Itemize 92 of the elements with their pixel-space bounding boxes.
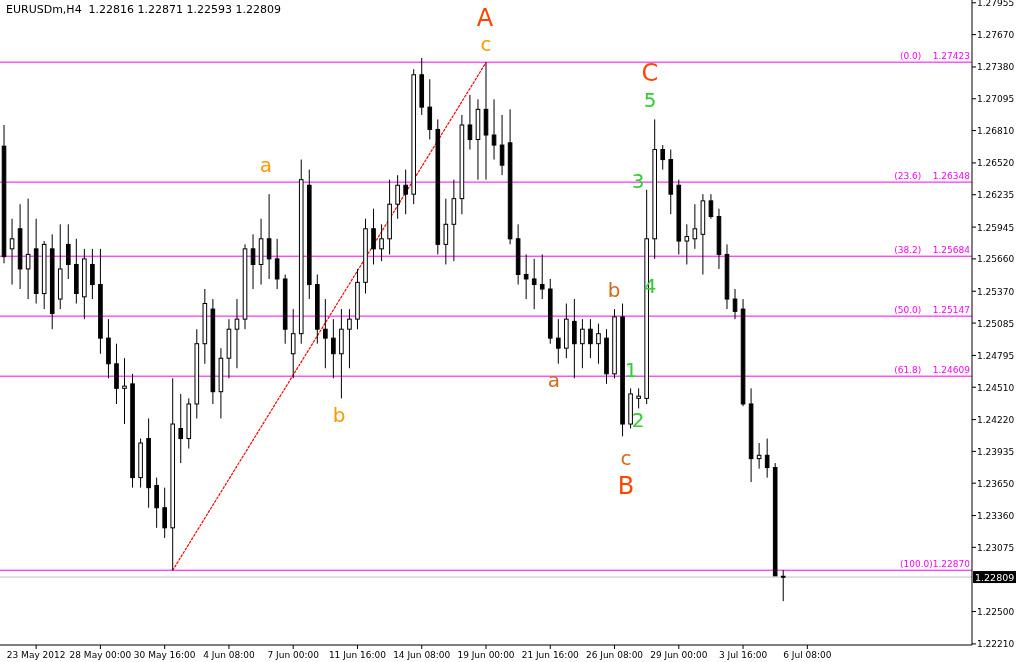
candlestick [371, 208, 376, 265]
x-tick-label: 23 May 2012 [6, 650, 66, 660]
candlestick [443, 198, 449, 265]
candlestick [732, 288, 738, 320]
y-tick-label: 1.26520 [977, 158, 1015, 169]
y-tick-label: 1.24510 [977, 382, 1015, 393]
candlestick [379, 223, 384, 262]
candlestick [323, 298, 328, 369]
y-tick-label: 1.23650 [977, 478, 1015, 489]
y-tick-label: 1.27380 [977, 62, 1015, 73]
annotation: 2 [631, 408, 645, 432]
candlestick [162, 487, 167, 539]
annotation: C [641, 59, 659, 87]
ref-line-label: 1.22809 [975, 572, 1015, 584]
x-tick-label: 28 May 00:00 [69, 650, 132, 660]
x-tick-label: 30 May 16:00 [133, 650, 196, 660]
candlestick [499, 114, 505, 176]
y-tick-label: 1.26235 [977, 190, 1015, 201]
annotation: b [607, 278, 621, 302]
annotation: 1 [624, 358, 638, 382]
ref-line-label: (0.0) 1.27423 [900, 51, 970, 62]
y-tick-label: 1.25085 [977, 318, 1015, 329]
annotation: b [332, 403, 346, 427]
x-tick-label: 29 Jun 00:00 [650, 650, 708, 660]
y-tick-label: 1.22210 [977, 639, 1015, 650]
candlestick [572, 298, 577, 379]
annotation: A [476, 4, 494, 32]
x-tick-label: 14 Jun 08:00 [393, 650, 451, 660]
candlestick [636, 387, 641, 409]
y-tick-label: 1.23360 [977, 511, 1015, 522]
annotation: a [259, 153, 273, 177]
candlestick [531, 258, 537, 310]
candlestick [154, 477, 159, 529]
y-tick-label: 1.25945 [977, 222, 1015, 233]
candlestick [274, 238, 280, 290]
x-tick-label: 11 Jun 16:00 [328, 650, 387, 660]
y-tick-label: 1.23935 [977, 446, 1015, 457]
y-tick-label: 1.22500 [977, 607, 1015, 618]
y-tick-label: 1.26810 [977, 126, 1015, 137]
candlestick [708, 193, 714, 220]
candlestick [684, 223, 690, 265]
candlestick [523, 253, 529, 300]
x-tick-label: 6 Jul 08:00 [783, 650, 832, 660]
x-tick-label: 26 Jun 08:00 [585, 650, 644, 660]
y-tick-label: 1.23075 [977, 542, 1015, 553]
ref-line-label: (61.8) 1.24609 [894, 365, 971, 376]
candlestick [347, 308, 352, 369]
candlestick [178, 393, 184, 464]
candlestick [403, 169, 408, 215]
candlestick [266, 193, 272, 280]
y-tick-label: 1.24795 [977, 350, 1015, 361]
candlestick [764, 438, 770, 479]
candlestick [555, 318, 561, 365]
candlestick [122, 357, 127, 425]
candlestick [90, 248, 95, 300]
x-tick-label: 21 Jun 16:00 [521, 650, 580, 660]
x-tick-label: 3 Jul 16:00 [718, 650, 768, 660]
candlestick [580, 318, 585, 369]
candlestick [588, 318, 593, 359]
x-tick-label: 7 Jun 00:00 [267, 650, 320, 660]
y-tick-label: 1.27095 [977, 94, 1015, 105]
y-tick-label: 1.27955 [977, 0, 1015, 9]
candlestick [427, 78, 433, 140]
candlestick [25, 198, 31, 300]
candlestick [756, 442, 762, 470]
candlestick [780, 569, 786, 602]
ref-line-label: (38.2) 1.25684 [894, 245, 971, 256]
candlestick [596, 323, 601, 365]
candlestick [65, 223, 71, 280]
candlestick [660, 144, 666, 171]
annotation: 5 [643, 88, 657, 112]
candlestick [539, 253, 545, 300]
ref-line-label: (100.0)1.22870 [899, 559, 971, 570]
chart-title: EURUSDm,H4 1.22816 1.22871 1.22593 1.22809 [6, 3, 282, 16]
annotation: c [620, 446, 632, 470]
y-tick-label: 1.25370 [977, 286, 1015, 297]
y-tick-label: 1.27670 [977, 30, 1015, 41]
ref-line-label: (50.0) 1.25147 [894, 305, 970, 316]
annotation: B [617, 472, 635, 500]
annotation: c [480, 32, 492, 56]
candlestick [331, 318, 336, 379]
ref-line-label: (23.6) 1.26348 [894, 171, 971, 182]
x-tick-label: 4 Jun 08:00 [203, 650, 255, 660]
candlestick [491, 98, 497, 161]
y-tick-label: 1.24220 [977, 415, 1015, 426]
candlestick [290, 308, 296, 379]
candlestick [692, 203, 698, 250]
candlestick [395, 174, 400, 220]
x-tick-label: 19 Jun 00:00 [457, 650, 515, 660]
candlestick [9, 218, 15, 286]
y-tick-label: 1.25660 [977, 254, 1015, 265]
candlestick [467, 94, 473, 151]
